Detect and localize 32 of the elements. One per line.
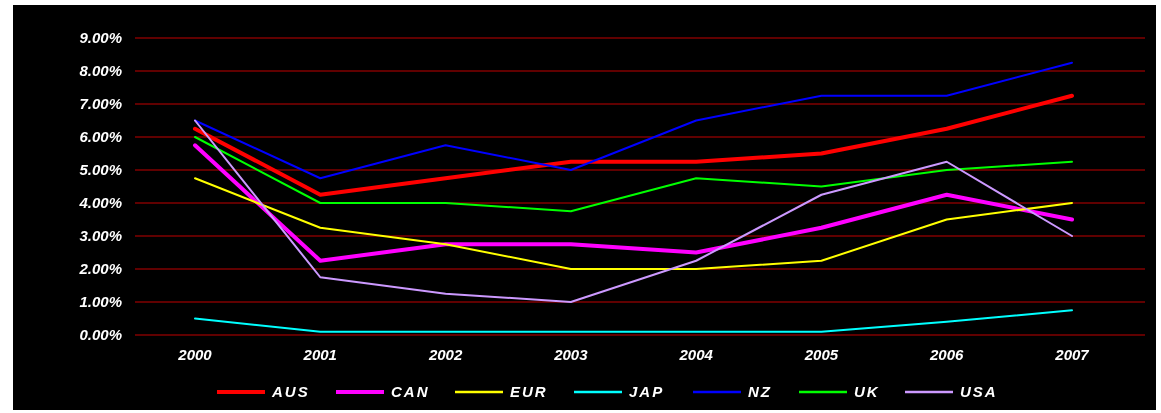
legend-label: UK [854,383,880,401]
x-tick-label: 2007 [1054,346,1090,363]
line-series [194,61,1073,180]
x-tick-label: 2003 [553,346,589,363]
y-tick-label: 6.00% [79,128,122,146]
legend-label: AUS [271,383,310,401]
y-tick-label: 1.00% [79,293,122,311]
x-tick-label: 2004 [678,346,714,363]
line-series [193,143,1074,263]
x-tick-label: 2002 [427,346,463,363]
x-tick-label: 2006 [929,346,965,363]
x-tick-label: 2005 [803,346,839,363]
x-tick-label: 2000 [177,346,213,363]
y-tick-label: 7.00% [79,95,122,113]
legend-label: CAN [391,383,430,401]
line-series [193,93,1074,197]
y-tick-label: 2.00% [78,260,122,278]
y-tick-label: 8.00% [79,62,122,80]
legend-label: USA [960,383,998,401]
x-tick-label: 2001 [302,346,337,363]
y-tick-label: 4.00% [78,194,122,212]
legend-label: JAP [629,383,665,401]
y-tick-label: 3.00% [79,227,122,245]
y-tick-label: 5.00% [79,161,122,179]
line-series [194,177,1073,270]
y-tick-label: 9.00% [79,29,122,47]
legend-label: EUR [510,383,548,401]
line-series [194,119,1073,303]
legend-label: NZ [748,383,772,401]
line-series [194,136,1073,213]
line-series [194,309,1073,333]
y-tick-label: 0.00% [79,326,122,344]
